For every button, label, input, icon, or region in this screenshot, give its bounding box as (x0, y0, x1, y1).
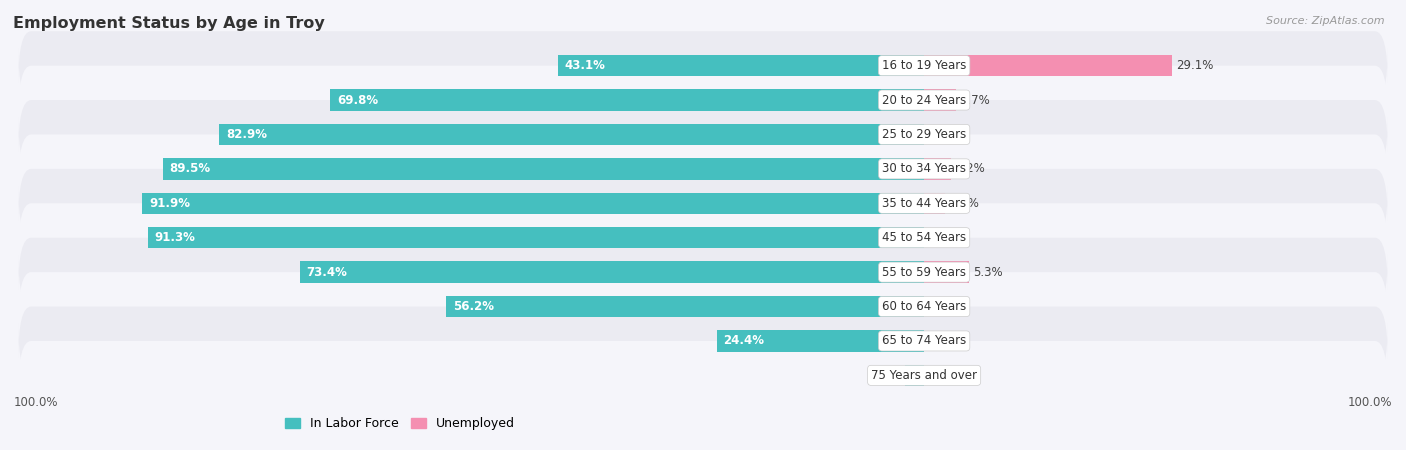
Text: 45 to 54 Years: 45 to 54 Years (882, 231, 966, 244)
Text: 91.3%: 91.3% (155, 231, 195, 244)
Bar (717, 330, 924, 351)
Bar (924, 90, 956, 111)
Text: 16 to 19 Years: 16 to 19 Years (882, 59, 966, 72)
Bar (558, 55, 924, 76)
Text: 0.0%: 0.0% (928, 128, 957, 141)
FancyBboxPatch shape (18, 238, 1388, 306)
Bar (163, 158, 924, 180)
Text: 35 to 44 Years: 35 to 44 Years (882, 197, 966, 210)
Text: Employment Status by Age in Troy: Employment Status by Age in Troy (13, 16, 325, 32)
Bar (924, 193, 945, 214)
FancyBboxPatch shape (18, 135, 1388, 203)
Bar (148, 227, 924, 248)
Text: 24.4%: 24.4% (724, 334, 765, 347)
Text: 100.0%: 100.0% (14, 396, 59, 409)
Text: 56.2%: 56.2% (453, 300, 494, 313)
Text: 55 to 59 Years: 55 to 59 Years (882, 266, 966, 279)
Text: 69.8%: 69.8% (337, 94, 378, 107)
Text: Source: ZipAtlas.com: Source: ZipAtlas.com (1267, 16, 1385, 26)
Text: 20 to 24 Years: 20 to 24 Years (882, 94, 966, 107)
Text: 5.3%: 5.3% (973, 266, 1002, 279)
Bar (905, 364, 924, 386)
FancyBboxPatch shape (18, 306, 1388, 375)
Text: 3.7%: 3.7% (960, 94, 990, 107)
Text: 0.0%: 0.0% (928, 369, 957, 382)
Text: 0.0%: 0.0% (928, 300, 957, 313)
Text: 2.4%: 2.4% (949, 197, 979, 210)
Legend: In Labor Force, Unemployed: In Labor Force, Unemployed (280, 412, 520, 436)
Text: 73.4%: 73.4% (307, 266, 347, 279)
Bar (142, 193, 924, 214)
Bar (924, 158, 952, 180)
Text: 65 to 74 Years: 65 to 74 Years (882, 334, 966, 347)
Text: 30 to 34 Years: 30 to 34 Years (882, 162, 966, 176)
Bar (219, 124, 924, 145)
FancyBboxPatch shape (18, 66, 1388, 135)
Text: 75 Years and over: 75 Years and over (872, 369, 977, 382)
Text: 25 to 29 Years: 25 to 29 Years (882, 128, 966, 141)
Text: 82.9%: 82.9% (226, 128, 267, 141)
Text: 2.2%: 2.2% (872, 369, 901, 382)
FancyBboxPatch shape (18, 203, 1388, 272)
Text: 91.9%: 91.9% (149, 197, 190, 210)
Text: 100.0%: 100.0% (1347, 396, 1392, 409)
Bar (924, 55, 1171, 76)
FancyBboxPatch shape (18, 31, 1388, 100)
Bar (446, 296, 924, 317)
Bar (924, 261, 969, 283)
FancyBboxPatch shape (18, 272, 1388, 341)
Text: 43.1%: 43.1% (564, 59, 605, 72)
FancyBboxPatch shape (18, 341, 1388, 410)
FancyBboxPatch shape (18, 100, 1388, 169)
Bar (299, 261, 924, 283)
Text: 89.5%: 89.5% (170, 162, 211, 176)
Text: 29.1%: 29.1% (1175, 59, 1213, 72)
Bar (330, 90, 924, 111)
Text: 60 to 64 Years: 60 to 64 Years (882, 300, 966, 313)
Text: 0.0%: 0.0% (928, 334, 957, 347)
FancyBboxPatch shape (18, 169, 1388, 238)
Text: 0.0%: 0.0% (928, 231, 957, 244)
Text: 3.2%: 3.2% (956, 162, 986, 176)
